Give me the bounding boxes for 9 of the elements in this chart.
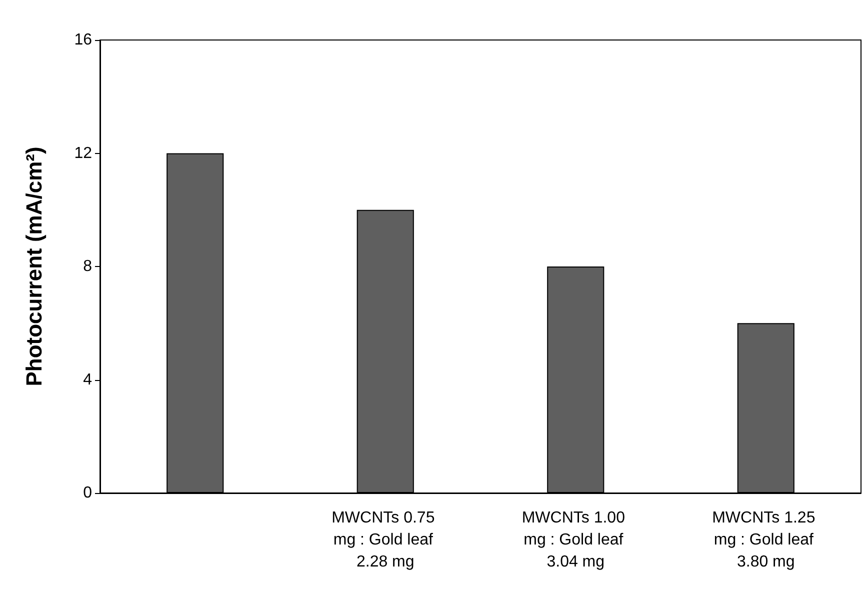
- y-tick-label: 8: [83, 258, 92, 275]
- y-tick-label: 0: [83, 484, 92, 502]
- x-tick-label: MWCNTs 1.00 mg : Gold leaf 3.04 mg: [522, 510, 630, 570]
- x-tick-label: MWCNTs 0.75 mg : Gold leaf 2.28 mg: [332, 510, 440, 570]
- y-tick-label: 12: [74, 144, 92, 162]
- y-tick-label: 4: [83, 371, 92, 388]
- x-tick-label: MWCNTs 1.25 mg : Gold leaf 3.80 mg: [712, 510, 820, 570]
- y-tick-label: 16: [74, 32, 92, 48]
- y-axis-title: Photocurrent (mA/cm²): [22, 146, 46, 386]
